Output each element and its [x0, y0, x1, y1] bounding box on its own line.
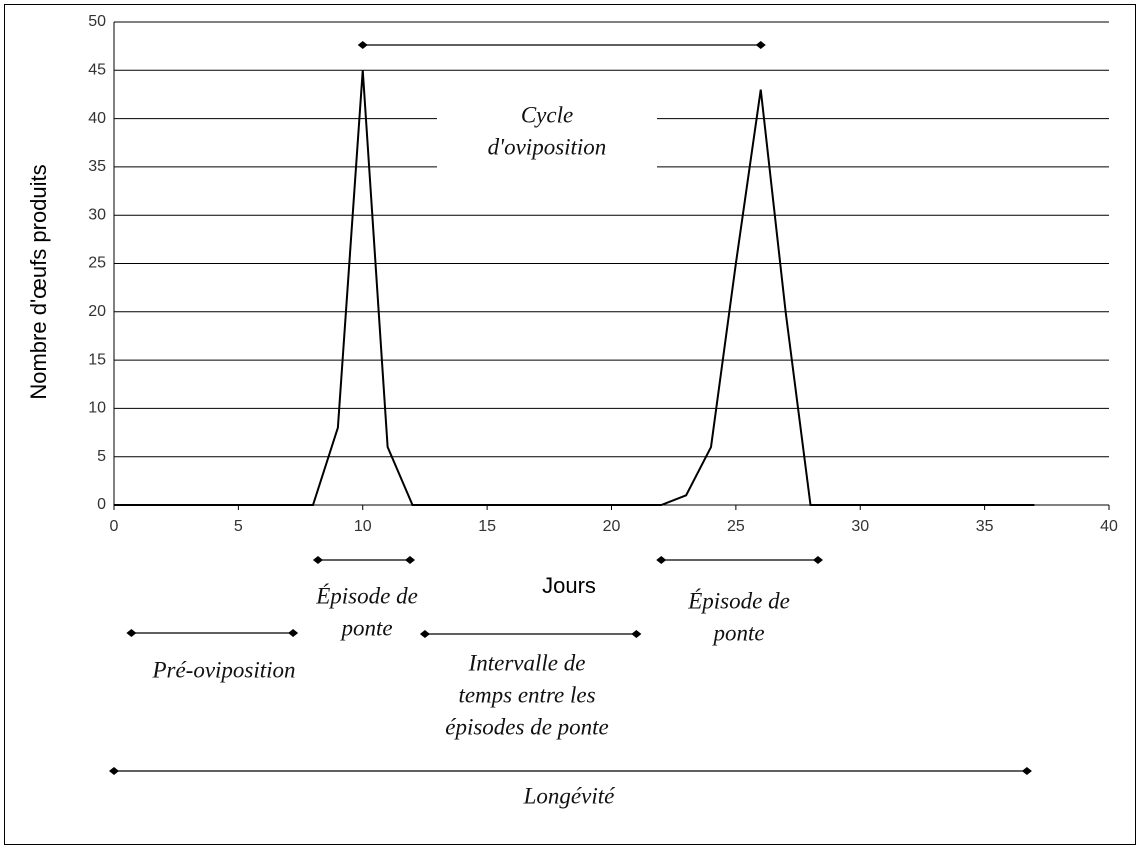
frame: [4, 4, 1136, 845]
y-tick-label: 20: [88, 303, 106, 320]
y-tick-label: 35: [88, 158, 106, 175]
span-end: [357, 41, 368, 49]
y-tick-label: 40: [88, 110, 106, 127]
span-end: [126, 629, 137, 637]
annotation-text: Longévité: [523, 783, 616, 808]
span-end: [656, 556, 667, 564]
y-tick-label: 15: [88, 351, 106, 368]
data-line: [114, 70, 1035, 506]
span-end: [812, 556, 823, 564]
y-tick-label: 0: [97, 496, 106, 513]
annotation-text: épisodes de ponte: [445, 714, 609, 739]
span-end: [755, 41, 766, 49]
x-tick-label: 30: [851, 518, 869, 535]
span-end: [312, 556, 323, 564]
span-end: [631, 630, 642, 638]
x-tick-label: 0: [110, 518, 119, 535]
x-tick-label: 5: [234, 518, 243, 535]
y-tick-label: 50: [88, 13, 106, 30]
y-tick-label: 25: [88, 255, 106, 272]
span-end: [419, 630, 430, 638]
x-axis-title: Jours: [542, 573, 596, 598]
y-tick-label: 30: [88, 206, 106, 223]
y-axis-title: Nombre d'œufs produits: [26, 164, 51, 399]
y-tick-label: 10: [88, 400, 106, 417]
annotation-text: ponte: [339, 615, 392, 640]
annotation-text: Intervalle de: [468, 650, 586, 675]
span-end: [405, 556, 416, 564]
label-background: [437, 97, 657, 169]
span-end: [288, 629, 299, 637]
span-end: [1021, 767, 1032, 775]
x-tick-label: 40: [1100, 518, 1118, 535]
annotation-text: ponte: [711, 620, 764, 645]
annotation-text: Épisode de: [687, 588, 790, 613]
x-tick-label: 35: [976, 518, 994, 535]
annotation-text: d'oviposition: [488, 134, 607, 159]
x-tick-label: 20: [603, 518, 621, 535]
annotation-text: Cycle: [521, 102, 573, 127]
x-tick-label: 10: [354, 518, 372, 535]
y-tick-label: 45: [88, 62, 106, 79]
annotation-text: Pré-oviposition: [151, 657, 295, 682]
annotation-text: temps entre les: [458, 682, 595, 707]
span-end: [109, 767, 119, 775]
x-tick-label: 25: [727, 518, 745, 535]
y-tick-label: 5: [97, 448, 106, 465]
x-tick-label: 15: [478, 518, 496, 535]
annotation-text: Épisode de: [315, 583, 418, 608]
